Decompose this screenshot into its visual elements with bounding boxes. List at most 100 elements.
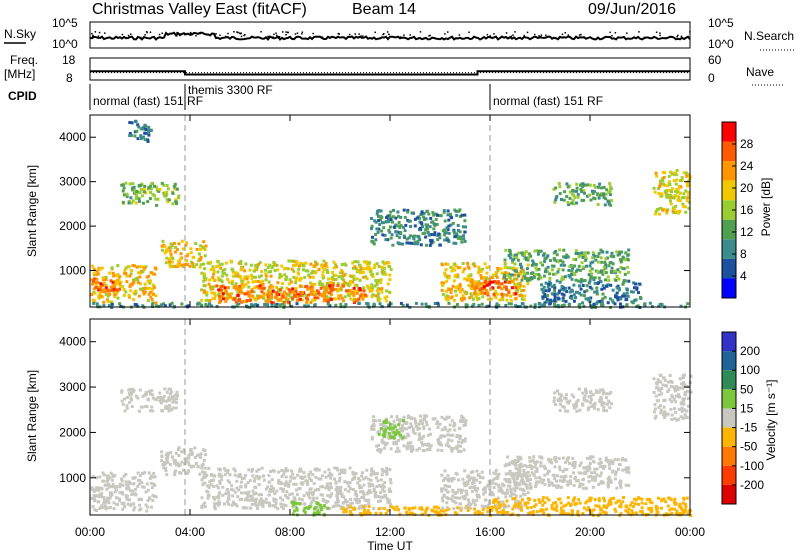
heatmap-cell [579,461,583,465]
heatmap-cell [601,284,605,288]
heatmap-cell [175,187,179,191]
nsky-noise-dot [492,36,494,39]
heatmap-cell [572,299,576,303]
heatmap-cell [464,483,468,487]
heatmap-cell [587,480,591,484]
heatmap-cell [561,299,565,303]
heatmap-cell [446,474,450,478]
heatmap-cell [514,484,518,488]
heatmap-cell [222,467,226,471]
heatmap-cell [436,448,440,452]
heatmap-cell [421,225,424,229]
heatmap-cell [609,502,613,506]
heatmap-cell [95,494,99,498]
heatmap-cell [230,296,234,300]
heatmap-cell [471,470,475,474]
heatmap-cell [203,481,207,485]
heatmap-cell [358,288,362,292]
heatmap-cell [442,434,446,438]
heatmap-cell [502,273,506,277]
heatmap-cell [609,481,613,484]
heatmap-cell [519,272,523,276]
heatmap-cell [489,287,493,291]
heatmap-cell [277,298,281,302]
heatmap-cell [425,243,428,247]
heatmap-cell [307,273,311,277]
heatmap-cell [422,435,426,438]
heatmap-cell [250,288,254,292]
heatmap-cell [297,487,301,491]
heatmap-cell [581,255,585,259]
heatmap-cell [590,405,594,409]
heatmap-cell [526,491,530,495]
heatmap-cell [370,224,374,228]
heatmap-cell [580,261,584,265]
heatmap-cell [406,444,410,448]
nsky-noise-dot [94,31,97,33]
heatmap-cell [223,267,227,271]
heatmap-cell [501,296,504,300]
heatmap-cell [591,485,595,489]
heatmap-cell [349,289,353,292]
heatmap-cell [596,300,600,304]
heatmap-cell [318,506,322,510]
heatmap-cell [544,467,547,471]
heatmap-cell [233,271,237,275]
heatmap-cell [349,297,353,301]
heatmap-cell [552,283,556,287]
heatmap-cell [115,274,119,277]
heatmap-cell [420,302,424,306]
heatmap-cell [343,468,347,472]
heatmap-cell [168,249,172,253]
freq-ytick-bottom: 8 [66,71,73,85]
heatmap-cell [140,137,143,140]
heatmap-cell [343,262,347,266]
heatmap-cell [177,242,181,246]
heatmap-cell [269,274,273,278]
heatmap-cell [230,488,233,492]
heatmap-cell [173,264,177,268]
heatmap-cell [324,475,328,479]
heatmap-cell [558,409,562,412]
heatmap-cell [163,387,167,391]
nsky-noise-dot [195,35,197,37]
heatmap-cell [529,486,532,490]
heatmap-cell [221,269,225,272]
heatmap-cell [682,384,686,388]
heatmap-cell [92,301,96,305]
heatmap-cell [499,510,503,514]
heatmap-cell [455,293,458,297]
heatmap-cell [520,278,524,282]
heatmap-cell [583,251,587,255]
heatmap-cell [379,499,382,503]
heatmap-cell [480,302,484,306]
heatmap-cell [251,468,255,472]
heatmap-cell [510,286,514,290]
heatmap-cell [517,274,521,278]
heatmap-cell [170,455,174,459]
heatmap-cell [503,491,507,495]
heatmap-cell [90,486,94,490]
heatmap-cell [650,506,654,510]
heatmap-cell [112,285,116,289]
heatmap-cell [315,289,319,293]
heatmap-cell [519,494,523,498]
heatmap-cell [168,260,171,264]
heatmap-cell [202,291,206,294]
heatmap-cell [654,212,658,216]
heatmap-cell [471,476,475,480]
heatmap-cell [193,446,197,450]
heatmap-cell [317,468,321,472]
heatmap-cell [606,480,610,484]
heatmap-cell [452,279,456,283]
heatmap-cell [549,259,552,263]
heatmap-cell [389,210,393,214]
heatmap-cell [634,282,637,286]
heatmap-cell [212,270,216,274]
heatmap-cell [191,451,195,455]
heatmap-cell [460,240,464,244]
heatmap-cell [526,282,530,285]
heatmap-cell [622,280,626,284]
heatmap-cell [156,396,160,399]
heatmap-cell [171,400,175,404]
